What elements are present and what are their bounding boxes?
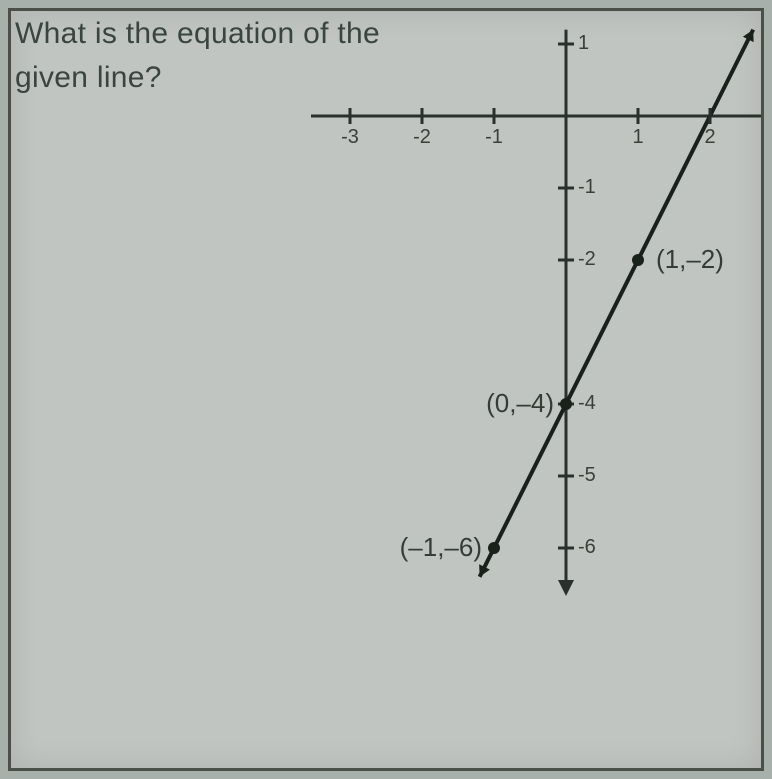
plotted-line xyxy=(480,30,754,577)
problem-frame: What is the equation of the given line? … xyxy=(8,8,764,771)
x-tick-label: -1 xyxy=(479,126,509,149)
y-tick-label: -6 xyxy=(578,536,596,559)
data-point xyxy=(488,542,500,554)
x-tick-label: 2 xyxy=(695,126,725,149)
coordinate-chart: -3 -2 -1 1 2 1 -1 -2 -4 -5 -6 (–1,–6) (0,–4) (1,–2) xyxy=(311,11,761,661)
data-point xyxy=(560,398,572,410)
x-tick-label: -2 xyxy=(407,126,437,149)
y-axis-arrow-down xyxy=(558,580,574,596)
y-tick-label: -4 xyxy=(578,392,596,415)
y-tick-label: -5 xyxy=(578,464,596,487)
y-tick-label: 1 xyxy=(578,32,589,55)
point-label: (1,–2) xyxy=(656,244,724,275)
y-tick-label: -1 xyxy=(578,176,596,199)
point-label: (–1,–6) xyxy=(400,532,482,563)
point-label: (0,–4) xyxy=(486,388,554,419)
question-line-2: given line? xyxy=(15,61,162,95)
data-point xyxy=(632,254,644,266)
x-tick-label: -3 xyxy=(335,126,365,149)
y-tick-label: -2 xyxy=(578,248,596,271)
chart-svg xyxy=(311,11,761,661)
x-tick-label: 1 xyxy=(623,126,653,149)
